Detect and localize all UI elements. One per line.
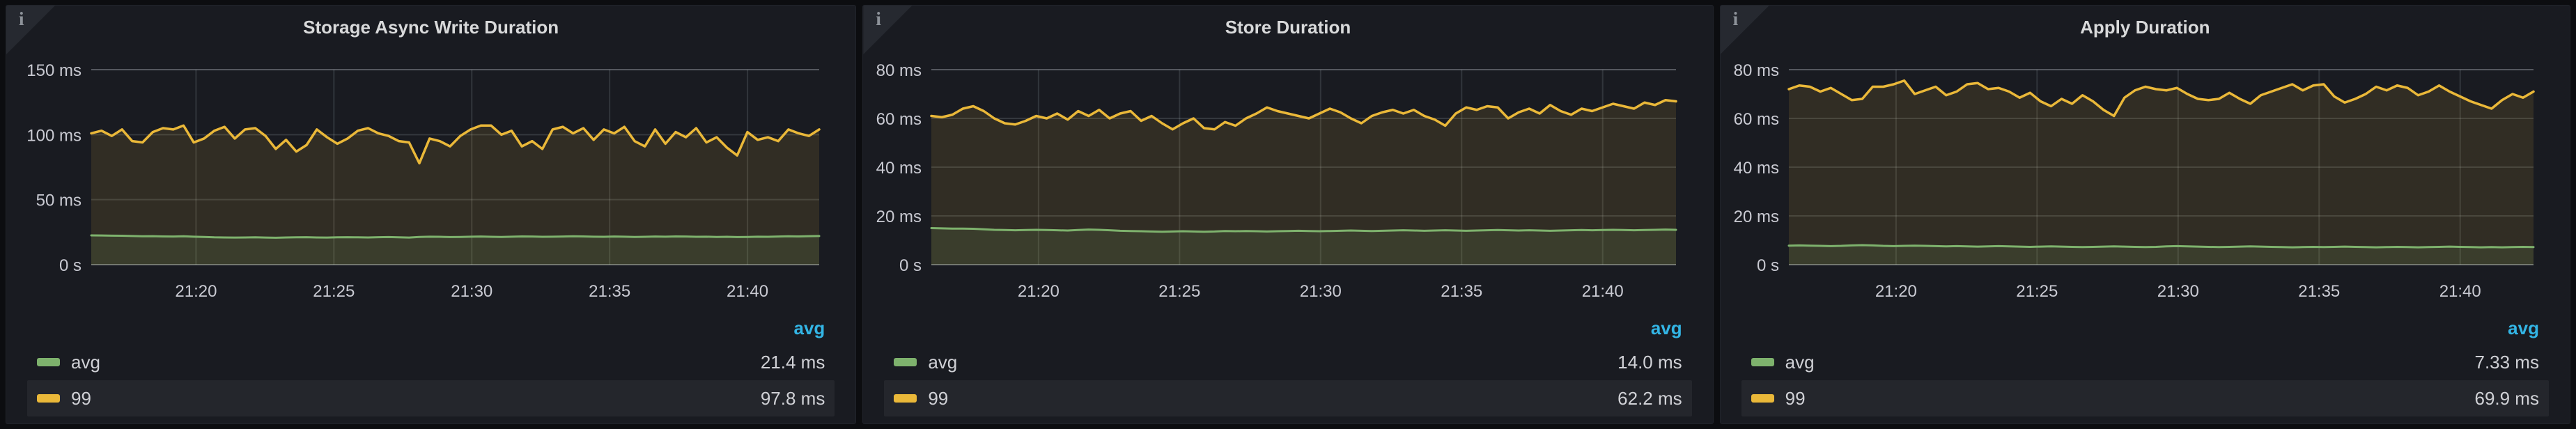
legend-row-avg[interactable]: avg 21.4 ms (27, 344, 835, 380)
panel-header: Apply Duration (1721, 6, 2570, 49)
panel-apply-duration: i Apply Duration 21:20 21:25 21:30 21:35 21:… (1719, 5, 2570, 424)
svg-text:21:35: 21:35 (589, 282, 630, 301)
series-name: avg (71, 351, 100, 373)
time-series-chart[interactable]: 21:20 21:25 21:30 21:35 21:40 0 s 20 ms 40 ms 60… (863, 49, 1712, 312)
series-avg-value: 14.0 ms (1617, 351, 1682, 373)
series-name: avg (1785, 351, 1815, 373)
info-icon: i (876, 8, 881, 29)
legend-row-avg[interactable]: avg 14.0 ms (884, 344, 1691, 380)
legend-sort-avg-button[interactable]: avg (1650, 317, 1682, 338)
svg-text:20 ms: 20 ms (876, 208, 922, 226)
legend-row-99[interactable]: 99 97.8 ms (27, 380, 835, 416)
svg-text:40 ms: 40 ms (1733, 159, 1778, 178)
panel-title[interactable]: Apply Duration (2080, 16, 2210, 38)
legend-header: avg (1741, 312, 2549, 344)
svg-text:21:30: 21:30 (1300, 282, 1342, 301)
panel-storage-async-write-duration: i Storage Async Write Duration 21:20 21:2… (6, 5, 857, 424)
svg-text:21:35: 21:35 (2298, 282, 2340, 301)
svg-text:21:20: 21:20 (1875, 282, 1916, 301)
legend: avg avg 21.4 ms 99 97.8 ms (6, 312, 855, 423)
legend: avg avg 7.33 ms 99 69.9 ms (1721, 312, 2570, 423)
series-avg-value: 21.4 ms (760, 351, 825, 373)
svg-text:80 ms: 80 ms (876, 61, 922, 80)
series-avg-value: 62.2 ms (1617, 387, 1682, 409)
panel-header: Storage Async Write Duration (6, 6, 855, 49)
series-avg-value: 7.33 ms (2474, 351, 2539, 373)
svg-text:20 ms: 20 ms (1733, 208, 1778, 226)
series-swatch-avg (894, 358, 917, 366)
series-name: 99 (71, 387, 91, 409)
svg-text:21:25: 21:25 (2016, 282, 2058, 301)
legend-row-avg[interactable]: avg 7.33 ms (1741, 344, 2549, 380)
svg-text:21:35: 21:35 (1441, 282, 1483, 301)
series-name: 99 (928, 387, 949, 409)
svg-text:21:20: 21:20 (175, 282, 217, 301)
svg-text:21:30: 21:30 (451, 282, 492, 301)
svg-text:21:20: 21:20 (1018, 282, 1060, 301)
series-name: 99 (1785, 387, 1806, 409)
svg-text:21:40: 21:40 (727, 282, 768, 301)
svg-text:150 ms: 150 ms (26, 61, 82, 80)
panel-title[interactable]: Storage Async Write Duration (303, 16, 559, 38)
series-swatch-99 (894, 394, 917, 403)
svg-text:80 ms: 80 ms (1733, 61, 1778, 80)
svg-text:21:25: 21:25 (313, 282, 355, 301)
series-name: avg (928, 351, 958, 373)
svg-text:40 ms: 40 ms (876, 159, 922, 178)
svg-text:0 s: 0 s (1757, 256, 1779, 275)
svg-text:21:30: 21:30 (2157, 282, 2198, 301)
panel-header: Store Duration (863, 6, 1712, 49)
svg-text:60 ms: 60 ms (876, 110, 922, 129)
legend-sort-avg-button[interactable]: avg (793, 317, 825, 338)
series-swatch-avg (37, 358, 60, 366)
svg-text:21:40: 21:40 (2439, 282, 2481, 301)
series-swatch-avg (1751, 358, 1774, 366)
legend-row-99[interactable]: 99 62.2 ms (884, 380, 1692, 416)
legend-sort-avg-button[interactable]: avg (2508, 317, 2539, 338)
svg-text:0 s: 0 s (59, 256, 82, 275)
info-icon: i (1732, 8, 1739, 29)
legend-header: avg (884, 312, 1691, 344)
legend-header: avg (27, 312, 835, 344)
info-icon: i (19, 8, 24, 29)
svg-text:100 ms: 100 ms (26, 126, 82, 145)
svg-text:50 ms: 50 ms (36, 192, 82, 210)
time-series-chart[interactable]: 21:20 21:25 21:30 21:35 21:40 0 s 50 ms 100 ms 1… (6, 49, 855, 312)
series-swatch-99 (1751, 394, 1774, 403)
time-series-chart[interactable]: 21:20 21:25 21:30 21:35 21:40 0 s 20 ms 40 ms 60… (1721, 49, 2570, 312)
svg-text:21:40: 21:40 (1582, 282, 1624, 301)
series-avg-value: 97.8 ms (760, 387, 825, 409)
svg-text:0 s: 0 s (899, 256, 922, 275)
svg-text:60 ms: 60 ms (1733, 110, 1778, 129)
panel-title[interactable]: Store Duration (1225, 16, 1351, 38)
legend-row-99[interactable]: 99 69.9 ms (1741, 380, 2549, 416)
legend: avg avg 14.0 ms 99 62.2 ms (863, 312, 1712, 423)
svg-text:21:25: 21:25 (1159, 282, 1201, 301)
panel-store-duration: i Store Duration 21:20 21:25 21:30 21:35 21:… (862, 5, 1714, 424)
series-avg-value: 69.9 ms (2474, 387, 2539, 409)
series-swatch-99 (37, 394, 60, 403)
